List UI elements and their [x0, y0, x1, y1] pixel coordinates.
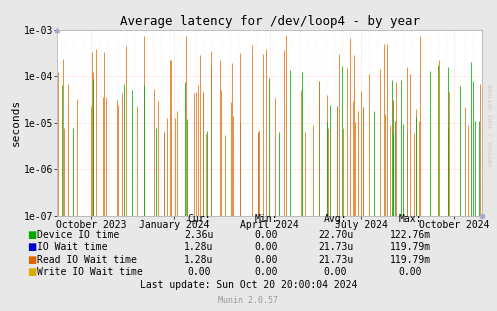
Text: ■: ■: [27, 242, 37, 252]
Text: 21.73u: 21.73u: [318, 242, 353, 252]
Text: Read IO Wait time: Read IO Wait time: [37, 255, 137, 265]
Text: 122.76m: 122.76m: [390, 230, 430, 240]
Text: 21.73u: 21.73u: [318, 255, 353, 265]
Text: ■: ■: [27, 255, 37, 265]
Text: 0.00: 0.00: [187, 267, 211, 277]
Text: 119.79m: 119.79m: [390, 255, 430, 265]
Text: 1.28u: 1.28u: [184, 242, 214, 252]
Text: 0.00: 0.00: [398, 267, 422, 277]
Text: IO Wait time: IO Wait time: [37, 242, 108, 252]
Text: Last update: Sun Oct 20 20:00:04 2024: Last update: Sun Oct 20 20:00:04 2024: [140, 280, 357, 290]
Text: 0.00: 0.00: [254, 230, 278, 240]
Text: ■: ■: [27, 230, 37, 240]
Text: Device IO time: Device IO time: [37, 230, 119, 240]
Text: 22.70u: 22.70u: [318, 230, 353, 240]
Title: Average latency for /dev/loop4 - by year: Average latency for /dev/loop4 - by year: [120, 15, 419, 28]
Text: 0.00: 0.00: [254, 255, 278, 265]
Text: 0.00: 0.00: [324, 267, 347, 277]
Text: 2.36u: 2.36u: [184, 230, 214, 240]
Text: ■: ■: [27, 267, 37, 277]
Text: 0.00: 0.00: [254, 267, 278, 277]
Text: RRDTOOL / TOBI OETIKER: RRDTOOL / TOBI OETIKER: [488, 83, 493, 166]
Text: Avg:: Avg:: [324, 214, 347, 224]
Text: 119.79m: 119.79m: [390, 242, 430, 252]
Text: 1.28u: 1.28u: [184, 255, 214, 265]
Text: Max:: Max:: [398, 214, 422, 224]
Text: Write IO Wait time: Write IO Wait time: [37, 267, 143, 277]
Text: 0.00: 0.00: [254, 242, 278, 252]
Y-axis label: seconds: seconds: [11, 99, 21, 146]
Text: Cur:: Cur:: [187, 214, 211, 224]
Text: Min:: Min:: [254, 214, 278, 224]
Text: Munin 2.0.57: Munin 2.0.57: [219, 296, 278, 305]
